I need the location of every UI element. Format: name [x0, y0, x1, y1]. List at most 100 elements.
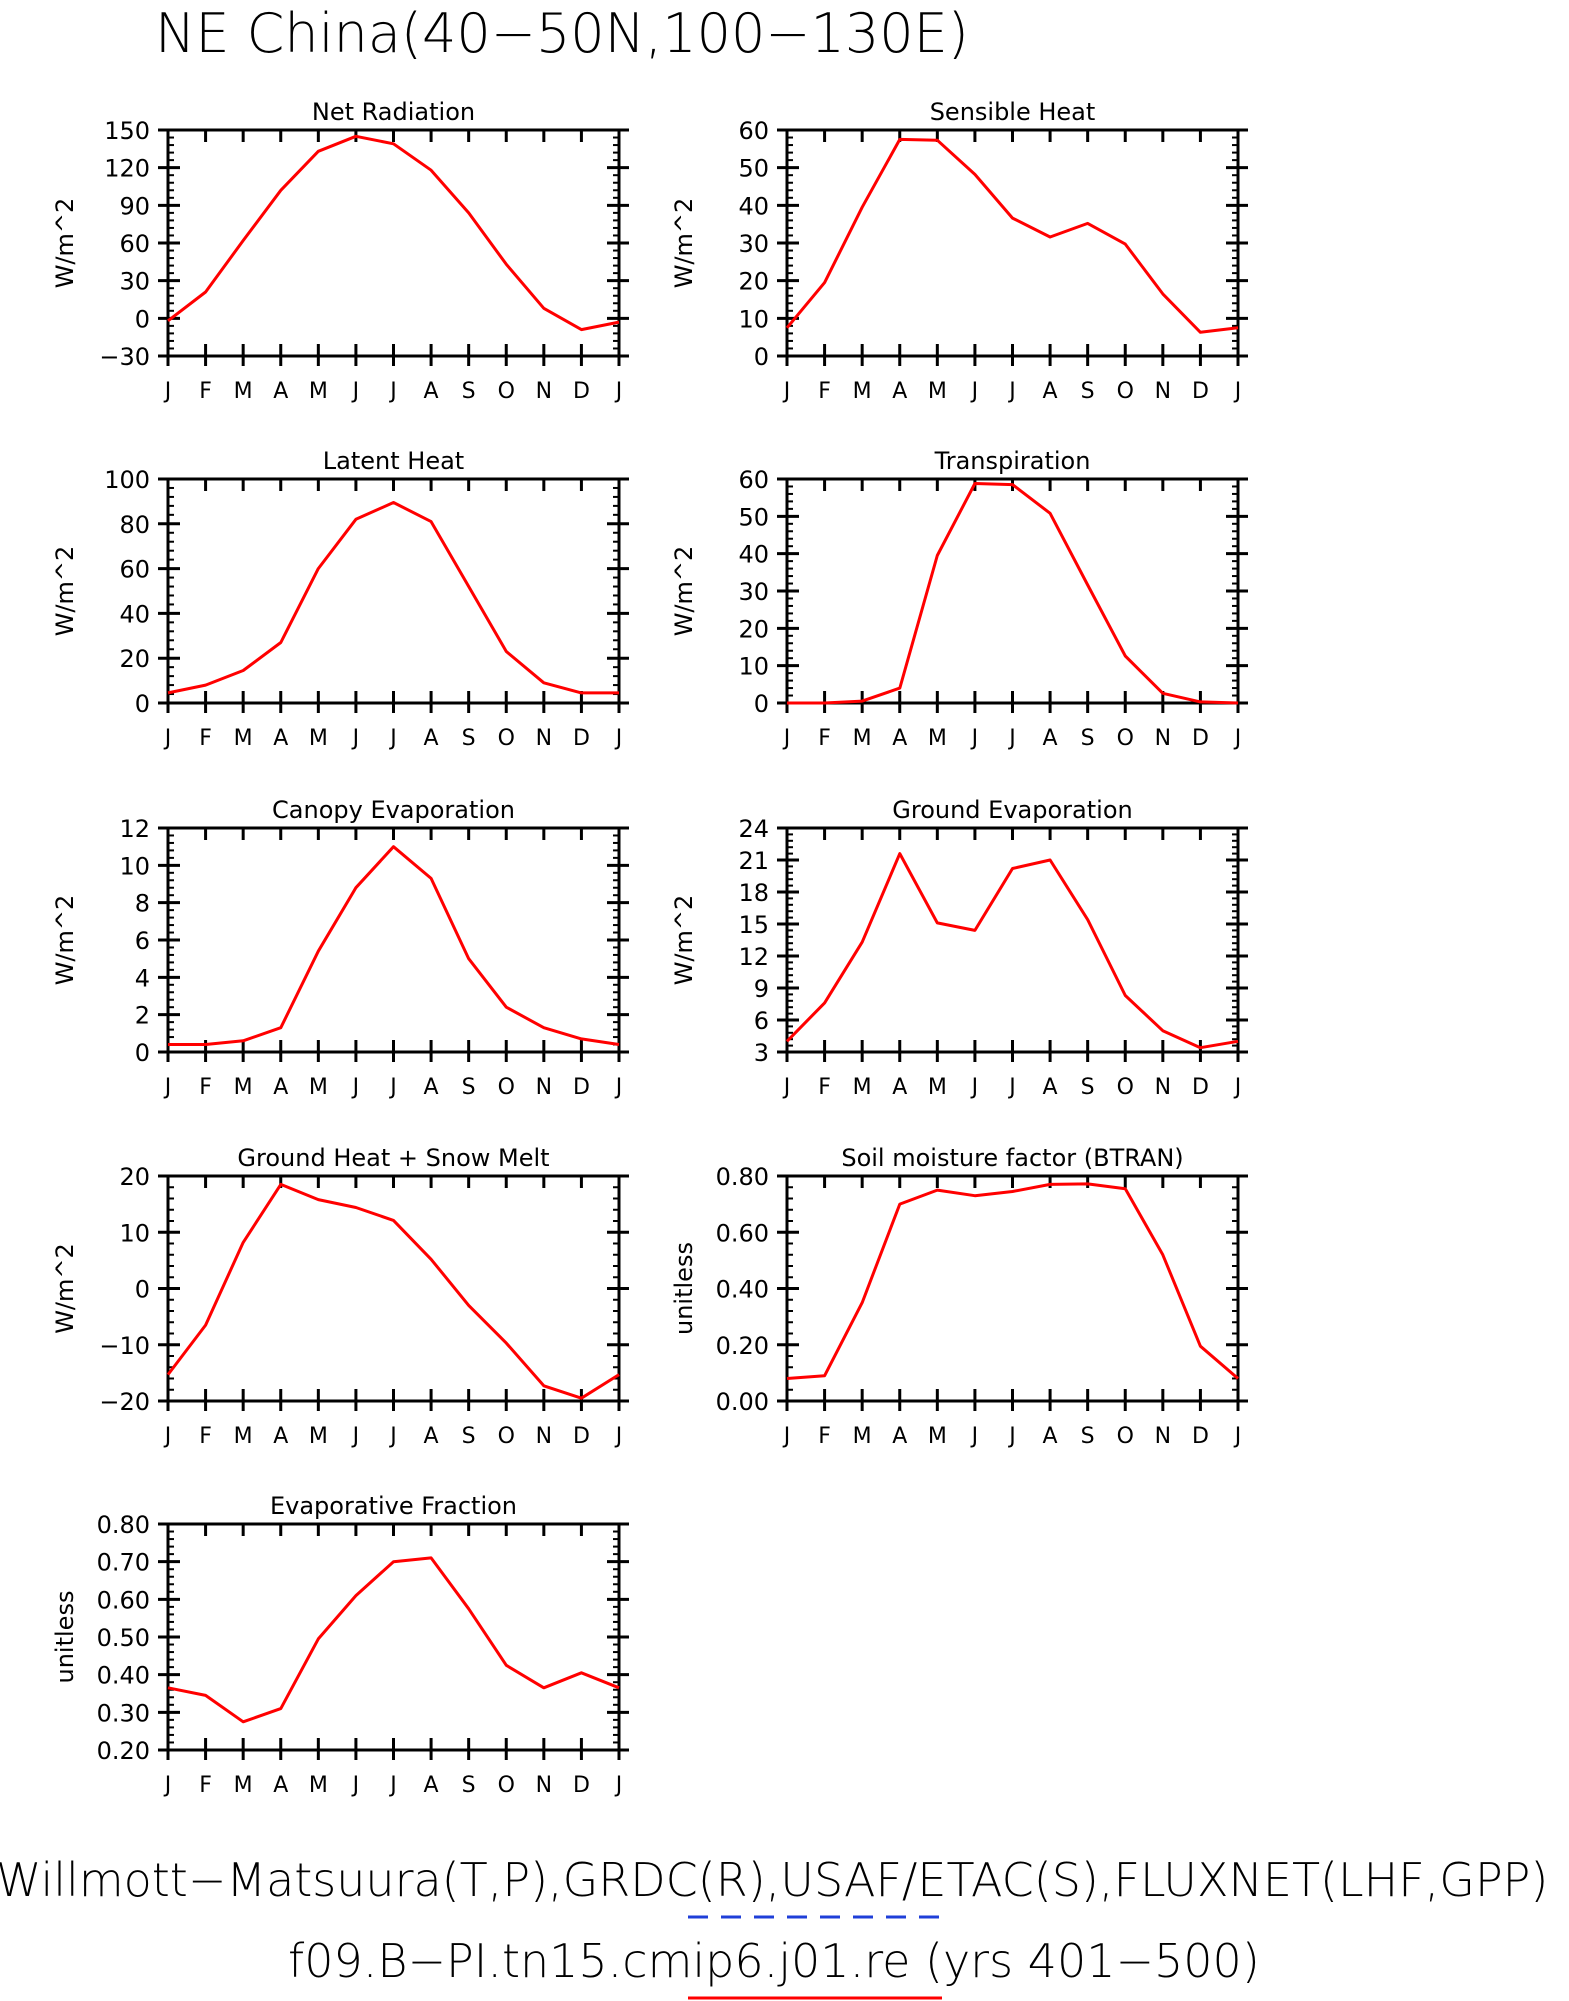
x-tick-label: J — [970, 379, 979, 404]
y-tick-label: 0.20 — [97, 1737, 150, 1765]
x-tick-label: D — [573, 1424, 590, 1449]
y-tick-label: 60 — [738, 117, 769, 145]
x-tick-label: N — [536, 1773, 552, 1798]
x-tick-label: A — [892, 1075, 907, 1100]
y-axis-label: W/m^2 — [670, 546, 698, 637]
y-axis-label: W/m^2 — [51, 546, 79, 637]
y-tick-label: 12 — [738, 943, 769, 971]
y-tick-label: 9 — [754, 975, 769, 1003]
y-tick-label: −10 — [99, 1332, 150, 1360]
x-tick-label: M — [234, 1773, 253, 1798]
x-tick-label: S — [1081, 379, 1095, 404]
y-tick-label: 0.30 — [97, 1699, 150, 1727]
chart-title: Ground Evaporation — [892, 796, 1132, 824]
x-tick-label: S — [462, 1075, 476, 1100]
x-tick-label: A — [424, 1424, 439, 1449]
series-line — [785, 137, 1239, 334]
x-tick-label: A — [273, 379, 288, 404]
series-line — [167, 501, 619, 695]
x-tick-label: N — [536, 1075, 552, 1100]
y-axis-label: W/m^2 — [51, 895, 79, 986]
x-tick-label: M — [309, 1075, 328, 1100]
x-tick-label: A — [273, 1075, 288, 1100]
x-tick-label: J — [388, 1424, 397, 1449]
y-tick-label: 0.70 — [97, 1549, 150, 1577]
y-tick-label: 0.60 — [716, 1219, 769, 1247]
x-tick-label: F — [818, 1075, 831, 1100]
x-tick-label: J — [388, 726, 397, 751]
plot-frame — [785, 826, 1240, 1054]
x-tick-label: F — [199, 379, 212, 404]
x-tick-label: D — [573, 1773, 590, 1798]
x-tick-label: J — [1233, 726, 1242, 751]
x-tick-label: M — [853, 1424, 872, 1449]
x-tick-label: J — [782, 1424, 791, 1449]
x-tick-label: A — [424, 726, 439, 751]
x-tick-label: N — [1155, 1424, 1171, 1449]
footer-line-2: f09.B−PI.tn15.cmip6.j01.re (yrs 401−500) — [288, 1934, 1260, 1988]
x-tick-label: O — [498, 1773, 515, 1798]
x-tick-label: J — [970, 1075, 979, 1100]
x-tick-label: M — [234, 726, 253, 751]
x-tick-label: M — [928, 379, 947, 404]
chart-panel: J F M A M J J A S O N D J0102030405060TranspirationW… — [670, 447, 1248, 751]
chart-title: Net Radiation — [312, 98, 475, 126]
y-tick-label: 150 — [104, 117, 150, 145]
y-tick-label: 90 — [119, 192, 150, 220]
x-tick-label: J — [614, 379, 623, 404]
x-tick-label: J — [614, 1424, 623, 1449]
y-tick-label: 30 — [738, 578, 769, 606]
chart-panel: J F M A M J J A S O N D J0.200.300.400.500.600.700.8… — [51, 1492, 629, 1798]
x-tick-label: S — [462, 1424, 476, 1449]
x-tick-label: O — [1117, 1075, 1134, 1100]
x-tick-label: J — [614, 1773, 623, 1798]
series-line — [167, 1556, 620, 1724]
y-tick-label: 10 — [738, 305, 769, 333]
x-tick-label: M — [853, 1075, 872, 1100]
x-tick-label: J — [614, 726, 623, 751]
x-tick-label: J — [782, 1075, 791, 1100]
chart-title: Sensible Heat — [930, 98, 1096, 126]
y-tick-label: 2 — [135, 1002, 150, 1030]
x-tick-label: N — [536, 726, 552, 751]
y-tick-label: 0.00 — [716, 1388, 769, 1416]
y-tick-label: 0 — [754, 343, 769, 371]
y-tick-label: 60 — [119, 230, 150, 258]
y-tick-label: 20 — [738, 615, 769, 643]
x-tick-label: M — [309, 726, 328, 751]
y-tick-label: 10 — [738, 653, 769, 681]
x-tick-label: O — [1117, 726, 1134, 751]
x-tick-label: J — [163, 379, 172, 404]
y-tick-label: −20 — [99, 1388, 150, 1416]
x-tick-label: J — [1233, 379, 1242, 404]
x-tick-label: F — [818, 1424, 831, 1449]
y-tick-label: 6 — [135, 927, 150, 955]
x-tick-label: J — [351, 726, 360, 751]
y-tick-label: 0 — [754, 690, 769, 718]
x-tick-label: N — [536, 1424, 552, 1449]
plot-frame — [166, 826, 621, 1054]
x-tick-label: D — [573, 1075, 590, 1100]
footer-line-1: Willmott−Matsuura(T,P),GRDC(R),USAF/ETAC… — [0, 1853, 1548, 1907]
y-tick-label: 0.80 — [97, 1511, 150, 1539]
y-axis-label: unitless — [670, 1242, 698, 1335]
x-tick-label: J — [163, 1075, 172, 1100]
x-tick-label: A — [892, 1424, 907, 1449]
y-tick-label: 0 — [135, 1276, 150, 1304]
x-tick-label: J — [782, 379, 791, 404]
x-tick-label: F — [818, 379, 831, 404]
x-tick-label: J — [351, 1424, 360, 1449]
x-tick-label: D — [1192, 1075, 1209, 1100]
x-tick-label: A — [892, 379, 907, 404]
x-tick-label: O — [498, 379, 515, 404]
x-tick-label: A — [424, 1773, 439, 1798]
x-tick-label: S — [462, 726, 476, 751]
x-tick-label: J — [970, 1424, 979, 1449]
y-tick-label: −30 — [99, 343, 150, 371]
y-tick-label: 40 — [738, 541, 769, 569]
x-tick-label: J — [388, 379, 397, 404]
x-tick-label: N — [1155, 1075, 1171, 1100]
